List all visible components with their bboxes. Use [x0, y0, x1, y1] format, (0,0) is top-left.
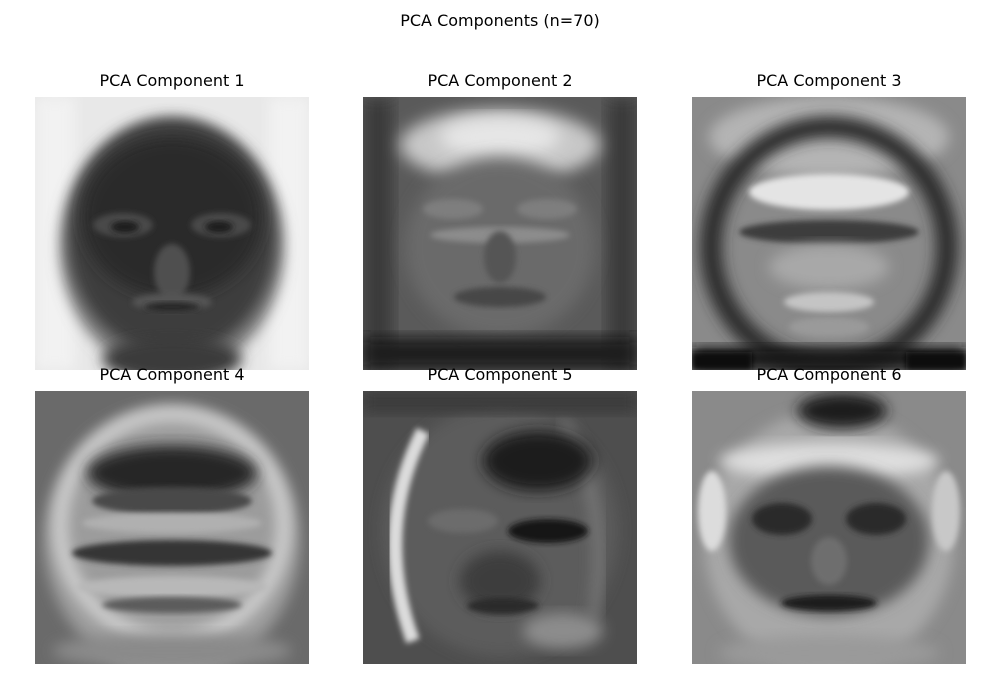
pca-panel-3: PCA Component 3 — [692, 71, 966, 370]
figure-title: PCA Components (n=70) — [400, 11, 600, 30]
pca-panel-1: PCA Component 1 — [35, 71, 309, 370]
panel-title-6: PCA Component 6 — [756, 365, 902, 384]
pca-panel-4: PCA Component 4 — [35, 365, 309, 664]
eigenface-image-5 — [363, 391, 637, 664]
panel-title-2: PCA Component 2 — [427, 71, 573, 90]
pca-panel-6: PCA Component 6 — [692, 365, 966, 664]
eigenface-image-2 — [363, 97, 637, 370]
eigenface-image-1 — [35, 97, 309, 370]
panel-title-4: PCA Component 4 — [99, 365, 245, 384]
panel-title-1: PCA Component 1 — [99, 71, 245, 90]
eigenface-image-3 — [692, 97, 966, 370]
pca-panel-2: PCA Component 2 — [363, 71, 637, 370]
panel-title-3: PCA Component 3 — [756, 71, 902, 90]
pca-panel-5: PCA Component 5 — [363, 365, 637, 664]
panel-title-5: PCA Component 5 — [427, 365, 573, 384]
eigenface-image-4 — [35, 391, 309, 664]
eigenface-image-6 — [692, 391, 966, 664]
